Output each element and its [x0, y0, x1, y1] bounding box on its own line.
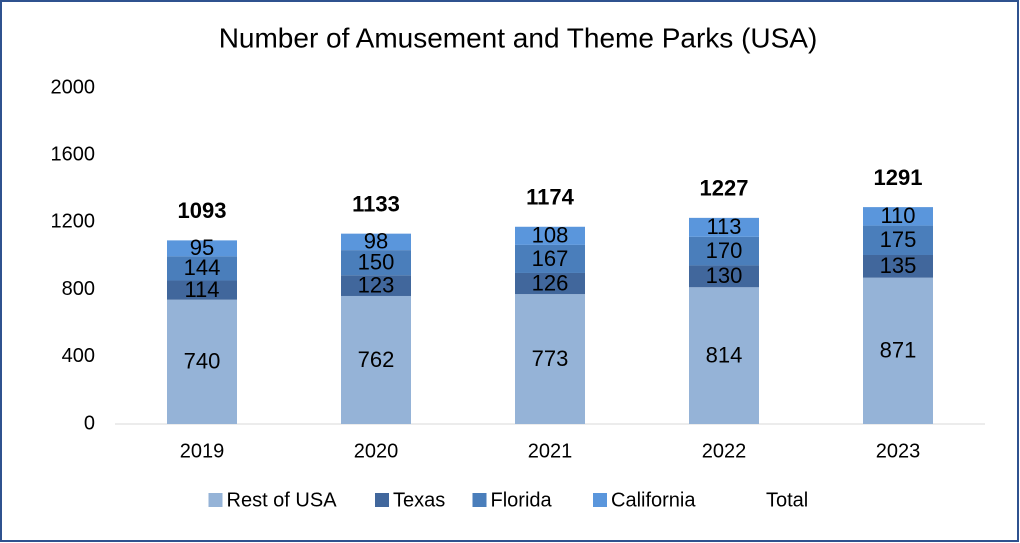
bar-segment: [167, 299, 237, 424]
y-tick-label: 2000: [51, 76, 96, 98]
legend-label: California: [611, 489, 696, 511]
bar-segment: [341, 233, 411, 251]
bar-segment: [167, 280, 237, 300]
total-label: 1174: [526, 185, 574, 210]
bar-segment: [863, 254, 933, 278]
x-tick-label: 2023: [876, 440, 921, 462]
chart-title: Number of Amusement and Theme Parks (USA…: [219, 22, 818, 53]
value-label: 126: [532, 270, 569, 295]
x-tick-label: 2022: [702, 440, 747, 462]
bar-segment: [515, 226, 585, 245]
y-tick-label: 400: [62, 345, 95, 367]
y-tick-label: 0: [84, 412, 95, 434]
value-label: 871: [880, 338, 917, 363]
legend-label: Total: [766, 489, 808, 511]
value-label: 150: [358, 250, 395, 275]
total-label: 1291: [874, 165, 923, 190]
bar-segment: [341, 295, 411, 424]
value-label: 167: [532, 246, 569, 271]
bar-segment: [863, 225, 933, 255]
y-tick-label: 800: [62, 278, 95, 300]
value-label: 98: [364, 229, 388, 254]
bar-segment: [689, 217, 759, 237]
value-label: 110: [880, 203, 915, 228]
total-label: 1093: [178, 198, 227, 223]
bar-segment: [167, 256, 237, 281]
value-label: 130: [706, 263, 743, 288]
total-label: 1227: [700, 176, 749, 201]
value-label: 814: [706, 342, 743, 367]
bar-segment: [515, 272, 585, 295]
value-label: 123: [358, 272, 395, 297]
legend-swatch: [375, 493, 389, 507]
value-label: 95: [190, 235, 214, 260]
legend-swatch: [593, 493, 607, 507]
bar-segment: [689, 236, 759, 266]
value-label: 114: [184, 277, 219, 302]
legend-label: Rest of USA: [227, 489, 338, 511]
legend-label: Florida: [491, 489, 553, 511]
value-label: 108: [532, 223, 569, 248]
bar-segment: [515, 294, 585, 424]
value-label: 144: [184, 255, 221, 280]
bar-segment: [515, 244, 585, 273]
total-label: 1133: [352, 191, 400, 216]
value-label: 175: [880, 227, 917, 252]
value-label: 740: [184, 349, 221, 374]
x-tick-label: 2021: [528, 440, 573, 462]
value-label: 170: [706, 238, 743, 263]
value-label: 773: [532, 346, 569, 371]
x-tick-label: 2019: [180, 440, 225, 462]
y-tick-label: 1600: [51, 143, 96, 165]
legend-swatch: [472, 493, 487, 507]
bar-segment: [863, 277, 933, 424]
value-label: 762: [358, 347, 395, 372]
bar-segment: [341, 275, 411, 296]
bar-segment: [863, 207, 933, 226]
bar-segment: [689, 265, 759, 288]
x-tick-label: 2020: [354, 440, 399, 462]
legend-label: Texas: [393, 489, 445, 511]
bar-segment: [341, 250, 411, 276]
bar-segment: [167, 240, 237, 257]
value-label: 113: [706, 214, 741, 239]
value-label: 135: [880, 253, 917, 278]
bar-segment: [689, 287, 759, 424]
legend-swatch: [208, 493, 223, 507]
y-tick-label: 1200: [51, 211, 96, 233]
